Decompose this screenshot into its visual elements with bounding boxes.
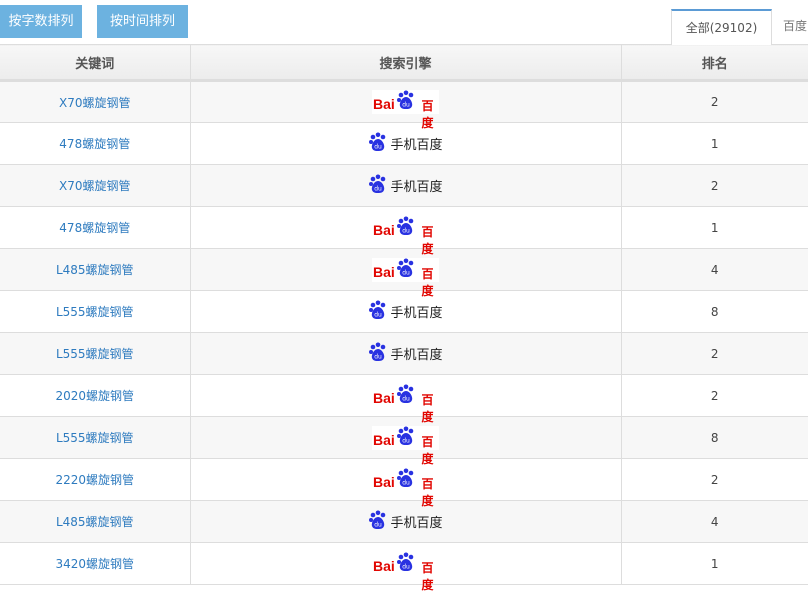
svg-text:du: du — [402, 395, 410, 402]
svg-text:du: du — [402, 437, 410, 444]
table-row: 2220螺旋钢管 Bai du 百度 2 — [0, 458, 808, 508]
table-row: L555螺旋钢管 du 手机百度 8 — [0, 290, 808, 333]
svg-text:du: du — [402, 563, 410, 570]
engine-cell: Bai du 百度 — [190, 542, 622, 592]
svg-text:du: du — [375, 185, 383, 192]
engine-cell: du 手机百度 — [190, 332, 622, 375]
table-row: X70螺旋钢管 Bai du 百度 2 — [0, 80, 808, 130]
engine-cell: Bai du 百度 — [190, 374, 622, 424]
rank-value: 1 — [621, 206, 808, 249]
mobile-baidu-icon: du — [368, 174, 388, 198]
engine-cell: du 手机百度 — [190, 500, 622, 543]
keyword-link[interactable]: 478螺旋钢管 — [0, 122, 191, 165]
rank-value: 8 — [621, 416, 808, 459]
keyword-link[interactable]: X70螺旋钢管 — [0, 80, 191, 123]
keyword-ranking-table: 关键词 搜索引擎 排名 X70螺旋钢管 Bai du 百度 2 478螺旋钢管 du 手机百度… — [0, 44, 808, 592]
rank-value: 4 — [621, 248, 808, 291]
table-row: L485螺旋钢管 du 手机百度 4 — [0, 500, 808, 543]
baidu-logo: Bai du 百度 — [372, 425, 439, 466]
keyword-link[interactable]: 3420螺旋钢管 — [0, 542, 191, 585]
table-row: 478螺旋钢管 Bai du 百度 1 — [0, 206, 808, 256]
baidu-logo: Bai du 百度 — [372, 90, 439, 130]
rank-value: 1 — [621, 122, 808, 165]
engine-cell: du 手机百度 — [190, 164, 622, 207]
mobile-baidu-icon: du — [368, 300, 388, 324]
table-row: L485螺旋钢管 Bai du 百度 4 — [0, 248, 808, 298]
baidu-logo: Bai du 百度 — [372, 257, 439, 298]
svg-text:du: du — [402, 102, 410, 109]
mobile-baidu-icon: du — [368, 132, 388, 156]
rank-value: 2 — [621, 458, 808, 501]
table-row: X70螺旋钢管 du 手机百度 2 — [0, 164, 808, 207]
engine-cell: Bai du 百度 — [190, 416, 622, 466]
engine-cell: Bai du 百度 — [190, 248, 622, 298]
rank-value: 1 — [621, 542, 808, 585]
keyword-link[interactable]: L555螺旋钢管 — [0, 416, 191, 459]
table-row: L555螺旋钢管 du 手机百度 2 — [0, 332, 808, 375]
svg-text:du: du — [375, 311, 383, 318]
keyword-link[interactable]: L555螺旋钢管 — [0, 332, 191, 375]
engine-label: 手机百度 — [390, 306, 443, 321]
keyword-link[interactable]: X70螺旋钢管 — [0, 164, 191, 207]
engine-label: 手机百度 — [390, 348, 443, 363]
baidu-logo: Bai du 百度 — [372, 383, 439, 424]
svg-text:du: du — [402, 479, 410, 486]
engine-cell: Bai du 百度 — [190, 206, 622, 256]
tab-all[interactable]: 全部(29102) — [671, 9, 772, 45]
tab-baidu[interactable]: 百度 — [783, 19, 808, 33]
engine-cell: Bai du 百度 — [190, 80, 622, 130]
engine-label: 手机百度 — [390, 516, 443, 531]
keyword-link[interactable]: 2220螺旋钢管 — [0, 458, 191, 501]
mobile-baidu-icon: du — [368, 510, 388, 534]
rank-value: 2 — [621, 374, 808, 417]
rank-value: 2 — [621, 80, 808, 123]
engine-label: 手机百度 — [390, 138, 443, 153]
svg-text:du: du — [375, 353, 383, 360]
baidu-logo: Bai du 百度 — [372, 215, 439, 256]
header-engine[interactable]: 搜索引擎 — [190, 44, 622, 82]
table-row: L555螺旋钢管 Bai du 百度 8 — [0, 416, 808, 466]
rank-value: 4 — [621, 500, 808, 543]
engine-cell: Bai du 百度 — [190, 458, 622, 508]
sort-by-length-button[interactable]: 按字数排列 — [0, 5, 82, 38]
table-row: 3420螺旋钢管 Bai du 百度 1 — [0, 542, 808, 592]
mobile-baidu-icon: du — [368, 342, 388, 366]
engine-label: 手机百度 — [390, 180, 443, 195]
header-rank[interactable]: 排名 — [621, 44, 808, 82]
keyword-link[interactable]: 478螺旋钢管 — [0, 206, 191, 249]
table-row: 2020螺旋钢管 Bai du 百度 2 — [0, 374, 808, 424]
sort-by-time-button[interactable]: 按时间排列 — [97, 5, 188, 38]
keyword-link[interactable]: L485螺旋钢管 — [0, 500, 191, 543]
keyword-link[interactable]: L555螺旋钢管 — [0, 290, 191, 333]
rank-value: 2 — [621, 332, 808, 375]
engine-cell: du 手机百度 — [190, 122, 622, 165]
header-keyword[interactable]: 关键词 — [0, 44, 191, 82]
engine-cell: du 手机百度 — [190, 290, 622, 333]
keyword-link[interactable]: 2020螺旋钢管 — [0, 374, 191, 417]
baidu-logo: Bai du 百度 — [372, 467, 439, 508]
rank-value: 8 — [621, 290, 808, 333]
table-row: 478螺旋钢管 du 手机百度 1 — [0, 122, 808, 165]
svg-text:du: du — [402, 227, 410, 234]
svg-text:du: du — [402, 269, 410, 276]
baidu-logo: Bai du 百度 — [372, 551, 439, 592]
svg-text:du: du — [375, 521, 383, 528]
rank-value: 2 — [621, 164, 808, 207]
keyword-link[interactable]: L485螺旋钢管 — [0, 248, 191, 291]
svg-text:du: du — [375, 143, 383, 150]
